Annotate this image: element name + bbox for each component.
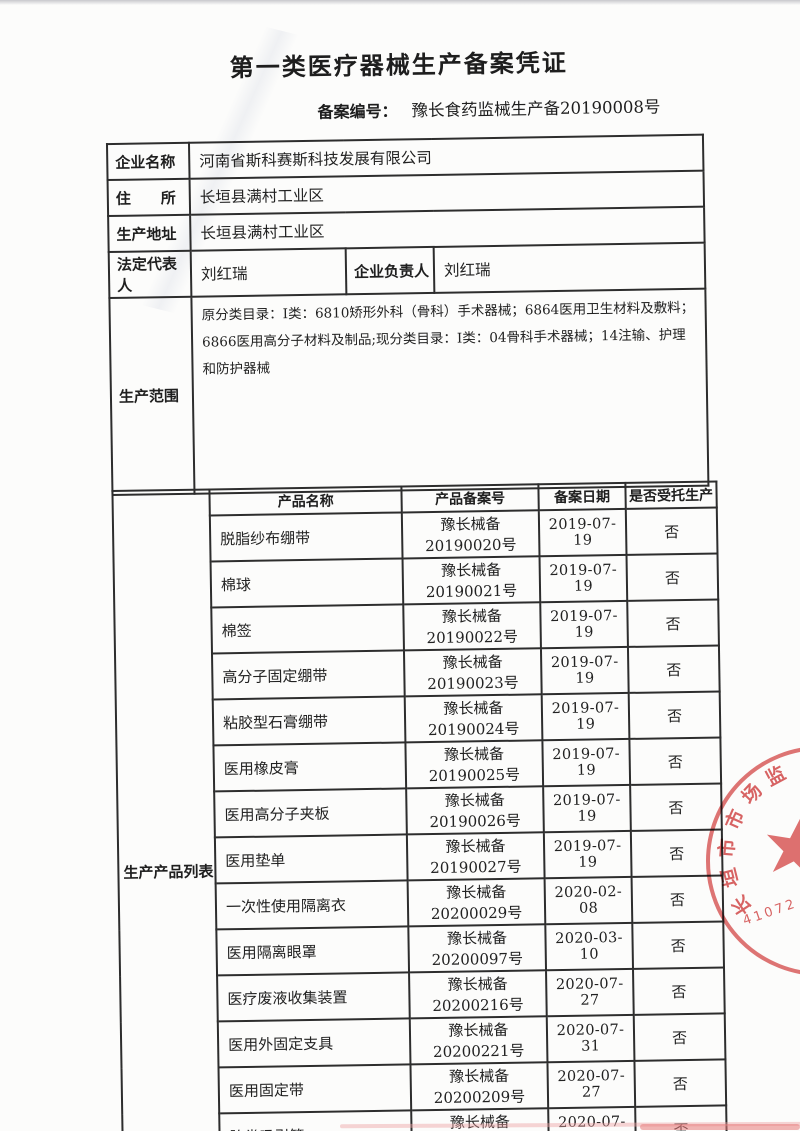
enterprise-head-label: 企业负责人 — [345, 246, 435, 295]
product-name-cell: 医疗废液收集装置 — [217, 972, 410, 1022]
filing-date-cell: 2020-07-27 — [546, 968, 634, 1017]
production-address-label: 生产地址 — [108, 214, 191, 253]
entrusted-cell: 否 — [633, 1013, 726, 1061]
product-filing-no-cell: 豫长械备20200029号 — [407, 878, 546, 927]
legal-representative-label: 法定代表人 — [108, 250, 192, 299]
product-name-cell: 医用高分子夹板 — [214, 788, 407, 838]
filing-date-cell: 2019-07-19 — [538, 508, 627, 557]
enterprise-head-value: 刘红瑞 — [433, 242, 706, 293]
page-title: 第一类医疗器械生产备案凭证 — [229, 47, 568, 83]
entrusted-cell: 否 — [634, 1059, 727, 1107]
filing-date-cell: 2019-07-19 — [540, 646, 629, 695]
filing-date-cell: 2020-02-08 — [544, 876, 633, 925]
product-filing-no-cell: 豫长械备20190023号 — [403, 648, 542, 697]
filing-date-cell: 2019-07-19 — [540, 600, 628, 649]
product-filing-no-cell: 豫长械备20200097号 — [408, 924, 547, 973]
product-filing-no-cell: 豫长械备20190026号 — [406, 786, 544, 835]
entrusted-cell: 否 — [631, 875, 724, 923]
product-name-cell: 医用固定带 — [218, 1064, 412, 1114]
product-filing-no-cell: 豫长械备20200221号 — [409, 1016, 548, 1065]
entrusted-cell: 否 — [630, 783, 722, 831]
product-name-cell: 棉签 — [211, 604, 404, 654]
production-scope-label: 生产范围 — [109, 296, 195, 496]
filing-date-cell: 2019-07-19 — [543, 784, 631, 833]
product-filing-no-cell: 豫长械备20190025号 — [405, 740, 544, 789]
filing-date-cell: 2019-07-19 — [542, 738, 631, 787]
column-header-filing-date: 备案日期 — [538, 482, 626, 511]
scanner-edge-shadow — [0, 0, 800, 5]
filing-date-cell: 2019-07-19 — [543, 830, 632, 879]
filing-date-cell: 2019-07-19 — [541, 692, 630, 741]
entrusted-cell: 否 — [627, 645, 720, 693]
product-list-table: 生产产品列表 产品名称 产品备案号 备案日期 是否受托生产 脱脂纱布绷带 豫长械备… — [111, 481, 729, 1131]
filing-date-cell: 2020-07-31 — [546, 1014, 635, 1063]
entrusted-cell: 否 — [632, 921, 724, 969]
filing-number-line: 备案编号： 豫长食药监械生产备20190008号 — [317, 93, 660, 122]
column-header-filing-no: 产品备案号 — [401, 484, 539, 513]
product-name-cell: 粘胶型石膏绷带 — [212, 696, 406, 746]
filing-date-cell: 2020-03-10 — [545, 922, 634, 971]
entrusted-cell: 否 — [627, 599, 719, 647]
company-info-table: 企业名称 河南省斯科赛斯科技发展有限公司 住 所 长垣县满村工业区 生产地址 长… — [106, 134, 709, 496]
product-name-cell: 棉球 — [210, 558, 404, 608]
filing-date-cell: 2020-07-27 — [548, 1106, 636, 1131]
entrusted-cell: 否 — [630, 829, 723, 877]
filing-number-value: 豫长食药监械生产备20190008号 — [411, 97, 661, 121]
product-filing-no-cell: 豫长械备20190021号 — [402, 556, 541, 605]
residence-label: 住 所 — [107, 178, 191, 217]
column-header-product-name: 产品名称 — [209, 486, 402, 516]
product-name-cell: 医用垫单 — [214, 834, 408, 884]
filing-date-cell: 2020-07-27 — [547, 1060, 636, 1109]
company-name-label: 企业名称 — [106, 142, 190, 181]
product-list-section-label: 生产产品列表 — [112, 489, 222, 1131]
column-header-entrusted: 是否受托生产 — [625, 481, 717, 509]
entrusted-cell: 否 — [628, 691, 721, 739]
entrusted-cell: 否 — [629, 737, 722, 785]
product-filing-no-cell: 豫长械备20190027号 — [406, 832, 545, 881]
product-filing-no-cell: 豫长械备20200209号 — [410, 1062, 549, 1111]
filing-number-label: 备案编号： — [317, 101, 398, 122]
product-name-cell: 医用橡皮膏 — [213, 742, 407, 792]
product-name-cell: 脱脂纱布绷带 — [209, 512, 403, 562]
product-name-cell: 高分子固定绷带 — [211, 650, 405, 700]
filing-date-cell: 2019-07-19 — [539, 554, 628, 603]
product-filing-no-cell: 豫长械备20200216号 — [409, 970, 547, 1019]
table-row: 生产范围 原分类目录：Ⅰ类：6810矫形外科（骨科）手术器械；6864医用卫生材… — [109, 288, 709, 496]
entrusted-cell: 否 — [625, 507, 718, 555]
scan-bleed-mark — [640, 1124, 800, 1130]
product-filing-no-cell: 豫长械备20190020号 — [401, 510, 540, 559]
entrusted-cell: 否 — [633, 967, 725, 1015]
product-name-cell: 一次性使用隔离衣 — [215, 880, 409, 930]
product-filing-no-cell: 豫长械备20190024号 — [404, 694, 543, 743]
production-scope-value: 原分类目录：Ⅰ类：6810矫形外科（骨科）手术器械；6864医用卫生材料及敷料；… — [191, 288, 709, 494]
product-filing-no-cell: 豫长械备20190022号 — [403, 602, 541, 651]
product-name-cell: 医用隔离眼罩 — [216, 926, 410, 976]
legal-representative-value: 刘红瑞 — [190, 248, 347, 297]
entrusted-cell: 否 — [626, 553, 719, 601]
product-name-cell: 医用外固定支具 — [217, 1018, 411, 1068]
